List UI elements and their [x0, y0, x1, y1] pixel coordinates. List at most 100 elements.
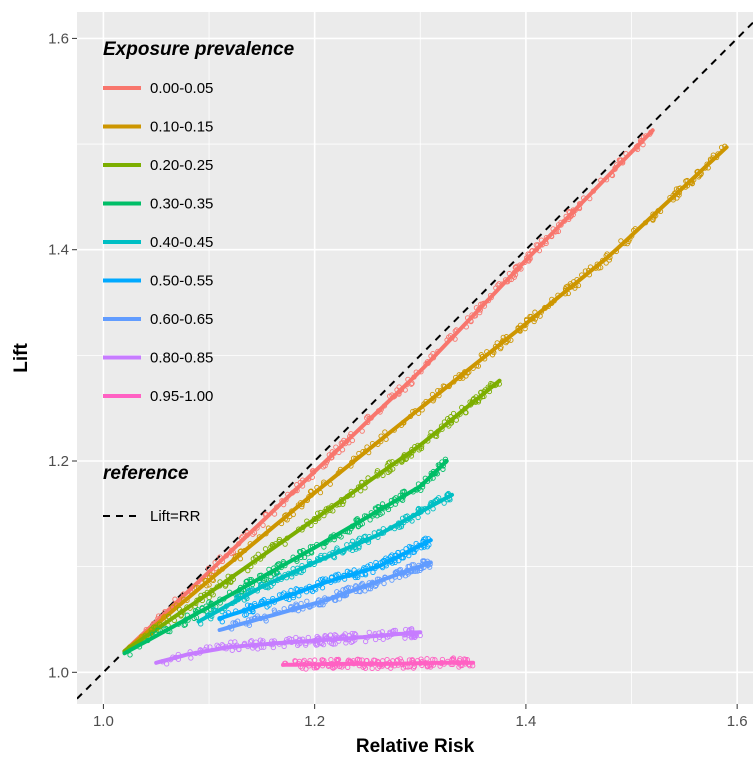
legend-item-0.95-1.00: 0.95-1.00 [103, 388, 213, 405]
legend-label: 0.20-0.25 [150, 157, 213, 174]
legend-title: Exposure prevalence [103, 39, 295, 60]
data-point [367, 586, 374, 592]
data-point [353, 546, 359, 552]
plot-area [77, 21, 753, 700]
data-point [356, 535, 363, 541]
data-point [338, 534, 344, 540]
data-point [320, 641, 327, 648]
legend-item-0.50-0.55: 0.50-0.55 [103, 273, 213, 290]
legend-items: 0.00-0.05 0.10-0.15 0.20-0.25 0.30-0.35 0.40… [103, 80, 213, 405]
series-line [122, 459, 449, 656]
data-point [181, 622, 187, 628]
legend-item-0.40-0.45: 0.40-0.45 [103, 234, 213, 251]
data-point [320, 576, 326, 582]
data-point [342, 631, 348, 637]
data-point [362, 572, 369, 578]
legend-item-0.60-0.65: 0.60-0.65 [103, 311, 213, 328]
series-0.80-0.85 [154, 626, 423, 667]
data-point [424, 544, 430, 550]
legend-label: 0.30-0.35 [150, 196, 213, 213]
y-tick-label: 1.6 [48, 30, 69, 47]
series-0.95-1.00 [281, 655, 476, 672]
legend-label: 0.50-0.55 [150, 273, 213, 290]
legend-label: 0.60-0.65 [150, 311, 213, 328]
series-0.40-0.45 [196, 490, 454, 627]
data-point [406, 543, 413, 550]
series-line [217, 560, 433, 632]
series-0.50-0.55 [217, 535, 433, 625]
x-tick-label: 1.0 [93, 713, 114, 730]
y-tick-label: 1.4 [48, 242, 69, 259]
data-point [385, 506, 392, 513]
y-axis-title: Lift [11, 343, 32, 373]
series-line [196, 492, 454, 624]
legend-item-0.80-0.85: 0.80-0.85 [103, 350, 213, 367]
legend-item-0.00-0.05: 0.00-0.05 [103, 80, 213, 97]
y-tick-label: 1.0 [48, 664, 69, 681]
data-point [367, 561, 374, 568]
series-line [122, 128, 655, 654]
data-point [288, 587, 294, 594]
x-tick-label: 1.4 [515, 713, 536, 730]
data-point [346, 529, 353, 535]
legend-label: 0.80-0.85 [150, 350, 213, 367]
data-point [397, 656, 403, 662]
series-0.60-0.65 [217, 558, 433, 632]
x-axis-ticks: 1.0 1.2 1.4 1.6 [93, 704, 748, 730]
data-point [155, 627, 161, 633]
data-point [409, 562, 415, 568]
data-point [369, 665, 375, 671]
legend-item-0.10-0.15: 0.10-0.15 [103, 119, 213, 136]
data-point [245, 567, 251, 574]
series-0.10-0.15 [122, 143, 729, 654]
data-point [321, 544, 327, 550]
series-line [122, 378, 502, 654]
data-point [335, 571, 341, 577]
series-0.00-0.05 [122, 128, 655, 654]
y-axis-ticks: 1.0 1.2 1.4 1.6 [48, 30, 77, 681]
series-group [122, 128, 729, 672]
data-point [263, 576, 269, 583]
series-line [122, 145, 729, 654]
data-point [335, 656, 342, 663]
data-point [303, 666, 309, 672]
x-tick-label: 1.2 [304, 713, 325, 730]
data-point [304, 598, 310, 604]
x-tick-label: 1.6 [727, 713, 748, 730]
data-point [377, 511, 383, 517]
data-point [362, 665, 369, 671]
data-point [313, 642, 319, 648]
legend-item-0.20-0.25: 0.20-0.25 [103, 157, 213, 174]
gridlines [77, 12, 753, 704]
y-tick-label: 1.2 [48, 453, 69, 470]
data-point [400, 665, 406, 671]
reference-line [77, 21, 753, 700]
legend-label: 0.40-0.45 [150, 234, 213, 251]
reference-legend-title: reference [103, 463, 189, 484]
data-point [332, 632, 338, 638]
data-point [402, 635, 408, 641]
data-point [424, 656, 430, 662]
data-point [375, 665, 381, 671]
legend-item-0.30-0.35: 0.30-0.35 [103, 196, 213, 213]
reference-legend-label: Lift=RR [150, 508, 201, 525]
legend-label: 0.10-0.15 [150, 119, 213, 136]
data-point [328, 656, 334, 663]
data-point [332, 641, 338, 647]
series-line [154, 630, 423, 665]
data-point [243, 611, 250, 618]
data-point [349, 538, 356, 544]
data-point [262, 546, 269, 552]
series-0.20-0.25 [122, 378, 502, 654]
legend: Exposure prevalence 0.00-0.050.10-0.150.… [103, 39, 295, 525]
data-point [340, 501, 346, 507]
data-point [422, 535, 429, 541]
legend-label: 0.95-1.00 [150, 388, 213, 405]
series-line [281, 660, 476, 667]
series-line [217, 538, 433, 621]
legend-label: 0.00-0.05 [150, 80, 213, 97]
series-0.30-0.35 [122, 456, 449, 658]
data-point [127, 652, 133, 658]
x-axis-title: Relative Risk [356, 736, 475, 757]
